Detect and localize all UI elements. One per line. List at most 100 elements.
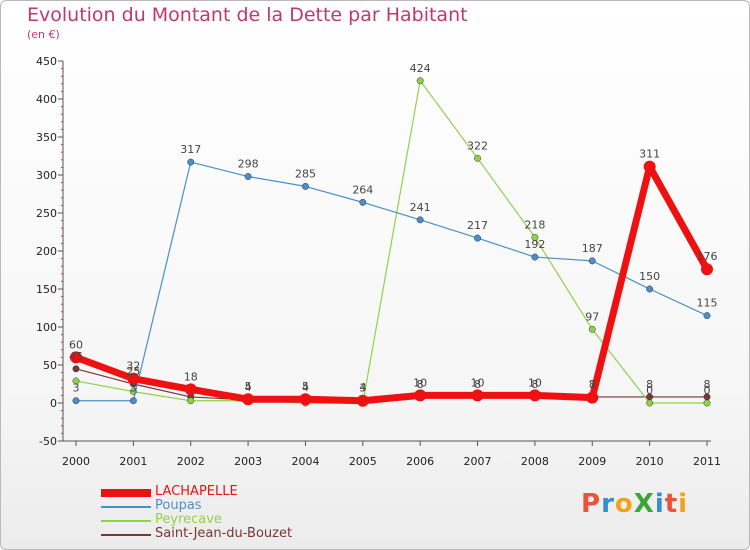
- x-tick-label: 2005: [349, 455, 377, 468]
- y-tick-label: 250: [36, 207, 57, 220]
- series-point-2: [72, 377, 80, 385]
- data-label: 0: [704, 384, 711, 397]
- data-label: 3: [73, 382, 80, 395]
- series-point-1: [703, 312, 711, 320]
- logo-letter: X: [633, 489, 655, 519]
- series-point-0: [528, 389, 541, 402]
- legend-label: Peyrecave: [155, 512, 222, 527]
- series-point-2: [187, 397, 195, 405]
- y-tick-label: 100: [36, 321, 57, 334]
- data-label: 8: [589, 378, 596, 391]
- data-label: 5: [245, 380, 252, 393]
- y-tick-label: 0: [50, 397, 57, 410]
- series-point-2: [703, 399, 711, 407]
- data-label: 217: [467, 219, 488, 232]
- data-label: 97: [585, 310, 599, 323]
- series-point-1: [244, 173, 252, 180]
- x-tick-label: 2006: [406, 455, 434, 468]
- series-point-1: [129, 397, 137, 405]
- y-tick-label: 350: [36, 131, 57, 144]
- series-point-1: [474, 234, 481, 242]
- series-point-0: [242, 393, 255, 406]
- series-point-1: [588, 257, 596, 265]
- y-tick-label: 300: [36, 169, 57, 182]
- series-line-1: [75, 161, 708, 402]
- data-label: 5: [302, 380, 309, 393]
- series-point-2: [474, 154, 481, 162]
- series-point-2: [646, 399, 654, 407]
- data-label: 150: [639, 270, 660, 283]
- data-label: 8: [646, 378, 653, 391]
- x-tick-label: 2009: [578, 455, 606, 468]
- x-tick-label: 2000: [62, 455, 90, 468]
- data-label: 60: [69, 338, 83, 351]
- data-label: 8: [474, 378, 481, 391]
- logo-letter: i: [654, 489, 665, 519]
- series-point-0: [299, 393, 312, 406]
- data-label: 10: [413, 376, 427, 389]
- series-point-2: [588, 325, 596, 333]
- data-label: 317: [180, 143, 201, 156]
- legend-swatch: [101, 520, 151, 522]
- legend-label: LACHAPELLE: [155, 484, 238, 499]
- data-label: 45: [69, 350, 83, 363]
- data-label: 4: [302, 381, 309, 394]
- legend-label: Poupas: [155, 498, 202, 513]
- data-label: 10: [528, 376, 542, 389]
- x-tick-label: 2001: [119, 455, 147, 468]
- data-label: 8: [417, 378, 424, 391]
- data-label: 115: [697, 297, 718, 310]
- series-point-0: [701, 263, 713, 276]
- series-line-2: [75, 80, 708, 404]
- data-label: 3: [359, 382, 366, 395]
- data-label: 264: [352, 183, 373, 196]
- legend-swatch: [101, 506, 151, 508]
- data-label: 424: [410, 62, 431, 75]
- series-point-0: [586, 391, 599, 404]
- series-point-1: [302, 182, 309, 190]
- data-label: 8: [531, 378, 538, 391]
- chart-title: Evolution du Montant de la Dette par Hab…: [27, 4, 468, 26]
- data-label: 3: [130, 382, 137, 395]
- data-label: 32: [126, 360, 140, 373]
- series-point-0: [127, 372, 140, 385]
- data-label: 4: [359, 381, 366, 394]
- y-tick-label: -50: [39, 435, 57, 448]
- data-label: 176: [697, 250, 718, 263]
- logo-letter: t: [664, 489, 679, 519]
- series-point-1: [187, 158, 195, 166]
- series-line-0: [72, 163, 711, 405]
- data-label: 311: [639, 148, 660, 161]
- data-label: 4: [245, 381, 252, 394]
- series-point-0: [184, 383, 197, 396]
- data-label: 187: [582, 242, 603, 255]
- x-tick-label: 2007: [464, 455, 492, 468]
- data-label: 8: [704, 378, 711, 391]
- y-tick-label: 400: [36, 93, 57, 106]
- y-tick-label: 150: [36, 283, 57, 296]
- data-label: 322: [467, 139, 488, 152]
- x-tick-label: 2010: [636, 455, 664, 468]
- series-point-2: [531, 233, 539, 241]
- x-tick-label: 2004: [291, 455, 319, 468]
- x-tick-label: 2003: [234, 455, 262, 468]
- legend-swatch: [101, 489, 151, 497]
- data-label: 192: [524, 238, 545, 251]
- series-point-3: [72, 365, 80, 373]
- logo-letter: P: [581, 489, 602, 519]
- y-tick-label: 200: [36, 245, 57, 258]
- series-point-1: [646, 285, 654, 293]
- x-tick-label: 2011: [693, 455, 721, 468]
- series-point-1: [359, 198, 367, 206]
- logo-letter: r: [601, 489, 615, 519]
- legend-label: Saint-Jean-du-Bouzet: [155, 526, 293, 541]
- x-tick-label: 2008: [521, 455, 549, 468]
- series-point-1: [531, 253, 539, 261]
- data-label: 241: [410, 201, 431, 214]
- logo-letter: i: [678, 489, 689, 519]
- series-point-0: [414, 389, 427, 402]
- data-label: 25: [126, 365, 140, 378]
- legend-swatch: [101, 534, 151, 536]
- series-point-1: [72, 397, 80, 405]
